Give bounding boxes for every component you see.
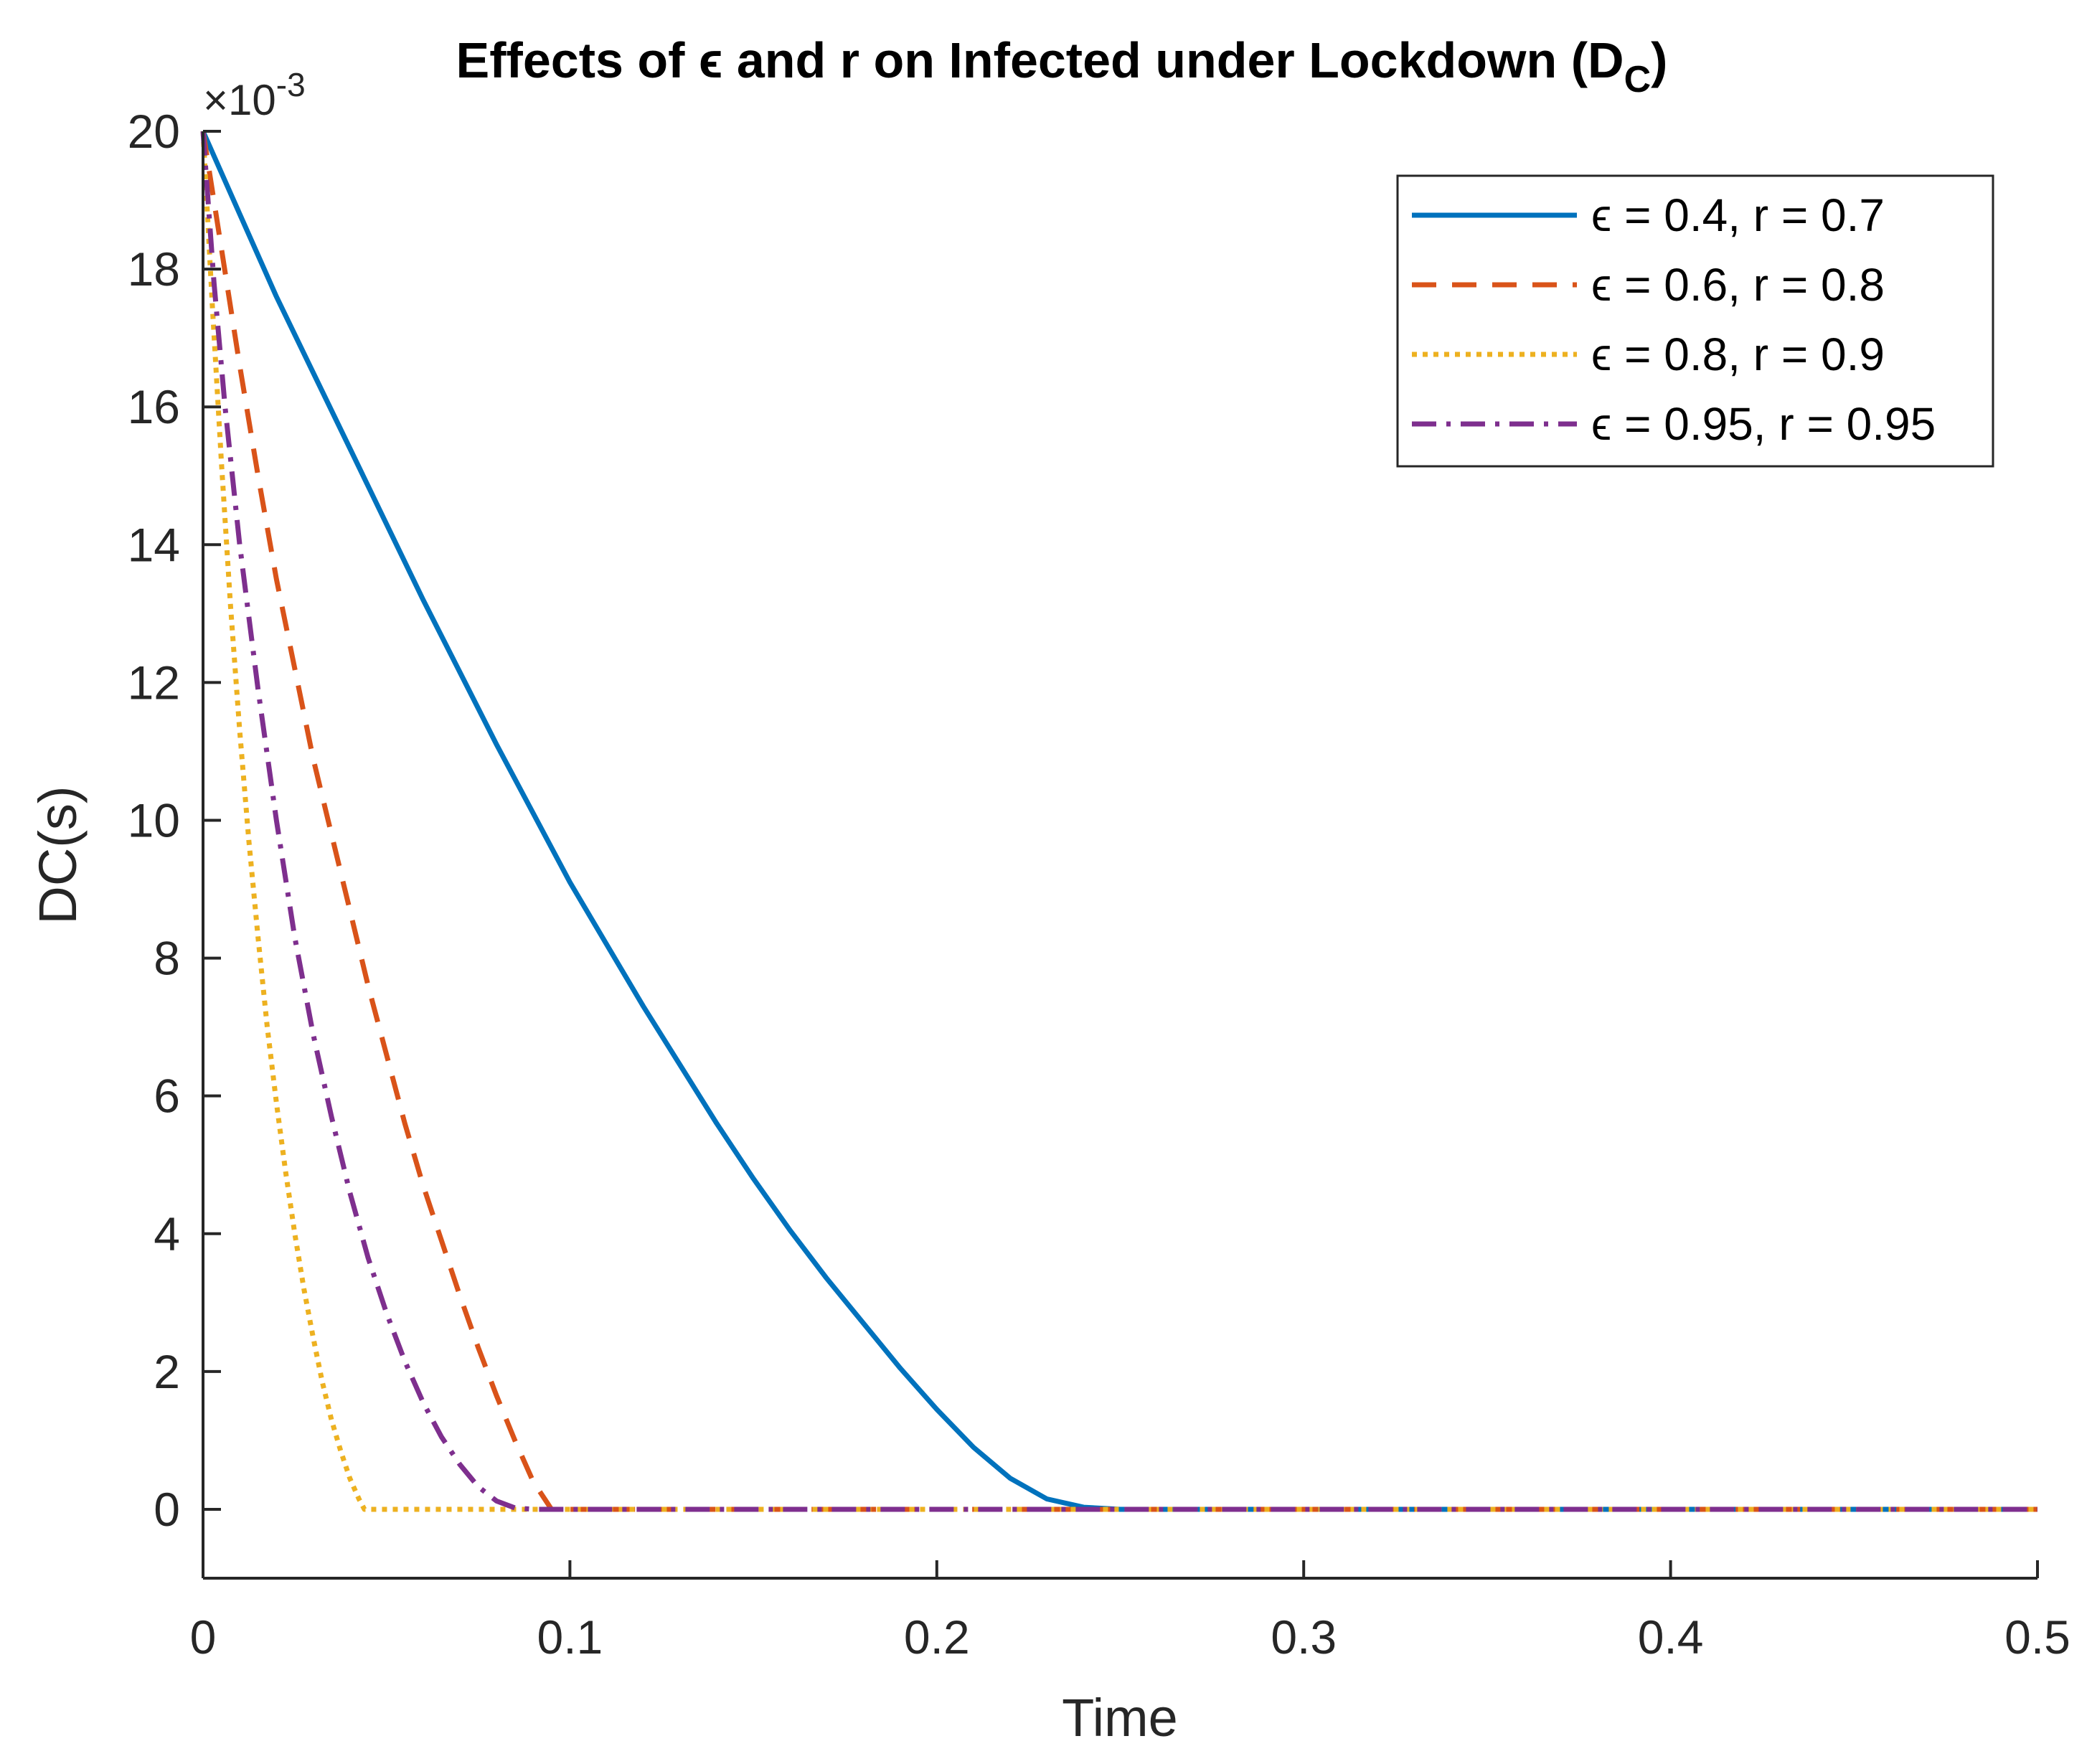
y-axis-label: DC(s) — [28, 786, 88, 924]
y-tick-label: 10 — [128, 793, 180, 846]
legend: ϵ = 0.4, r = 0.7 ϵ = 0.6, r = 0.8 ϵ = 0.8,… — [1396, 174, 1994, 468]
legend-label-1: ϵ = 0.4, r = 0.7 — [1591, 189, 1885, 241]
y-tick-label: 14 — [128, 518, 180, 571]
chart-title: Effects of ϵ and r on Infected under Loc… — [456, 32, 1668, 100]
series-line-4 — [200, 131, 2037, 1512]
y-tick-label: 2 — [154, 1345, 180, 1398]
y-tick-label: 12 — [128, 656, 180, 709]
legend-entries: ϵ = 0.4, r = 0.7 ϵ = 0.6, r = 0.8 ϵ = 0.8,… — [1412, 189, 1936, 450]
y-tick-label: 4 — [154, 1207, 180, 1260]
y-tick-label: 20 — [128, 105, 180, 158]
y-tick-label: 8 — [154, 932, 180, 985]
y-ticks: 0 2 4 6 8 10 12 14 16 18 20 — [128, 105, 221, 1536]
x-tick-label: 0 — [190, 1610, 217, 1664]
y-tick-label: 6 — [154, 1070, 180, 1123]
y-tick-label: 18 — [128, 242, 180, 296]
x-tick-label: 0.4 — [1638, 1610, 1704, 1664]
series-line-3 — [200, 131, 2037, 1512]
y-exponent-label: ×10-3 — [203, 66, 306, 124]
legend-label-3: ϵ = 0.8, r = 0.9 — [1591, 329, 1885, 380]
series-line-2 — [200, 131, 2037, 1512]
series-layer — [200, 130, 2037, 1512]
x-axis-label: Time — [1062, 1688, 1178, 1748]
legend-label-4: ϵ = 0.95, r = 0.95 — [1591, 398, 1936, 450]
legend-label-2: ϵ = 0.6, r = 0.8 — [1591, 259, 1885, 311]
x-tick-label: 0.2 — [904, 1610, 970, 1664]
x-tick-label: 0.5 — [2004, 1610, 2070, 1664]
x-tick-label: 0.3 — [1271, 1610, 1337, 1664]
x-ticks: 0 0.1 0.2 0.3 0.4 0.5 — [190, 1560, 2070, 1664]
series-line-1 — [200, 130, 2037, 1512]
legend-box — [1396, 174, 1994, 468]
y-tick-label: 0 — [154, 1483, 180, 1536]
y-tick-label: 16 — [128, 380, 180, 433]
x-tick-label: 0.1 — [537, 1610, 603, 1664]
